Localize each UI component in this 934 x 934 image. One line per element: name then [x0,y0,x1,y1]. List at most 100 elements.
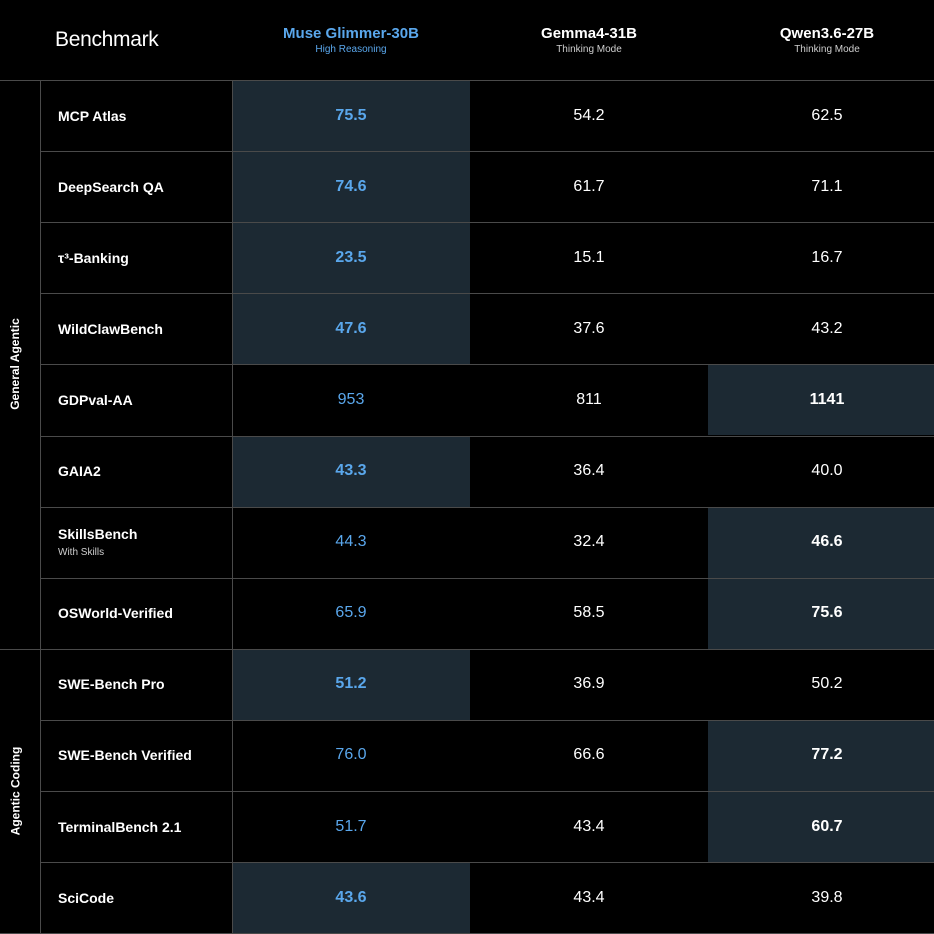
benchmark-name: τ³-Banking [58,249,129,266]
benchmark-name: GDPval-AA [58,391,133,408]
score-muse: 74.6 [335,177,367,195]
score-qwen: 77.2 [811,746,843,764]
score-muse: 23.5 [335,248,367,266]
score-gemma: 66.6 [573,746,605,764]
best-cell-highlight [232,435,470,507]
best-cell-highlight [232,293,470,365]
group-label: Agentic Coding [0,649,30,933]
group-label: General Agentic [0,80,30,649]
best-cell-highlight [232,222,470,294]
score-muse: 47.6 [335,319,367,337]
column-subtitle: Thinking Mode [794,43,860,55]
row-divider [0,649,934,650]
best-cell-highlight [232,151,470,223]
best-cell-highlight [708,719,934,791]
column-subtitle: High Reasoning [315,43,387,55]
score-qwen: 40.0 [811,462,843,480]
row-label: TerminalBench 2.1 [58,791,181,862]
row-label: SWE-Bench Pro [58,649,165,720]
benchmark-name: OSWorld-Verified [58,605,173,622]
best-cell-highlight [708,364,934,436]
score-muse: 75.5 [335,106,367,124]
column-header-gemma: Gemma4-31B Thinking Mode [470,0,708,80]
best-cell-highlight [232,862,470,934]
score-muse: 51.7 [335,817,367,835]
score-qwen: 16.7 [811,248,843,266]
best-cell-highlight [232,80,470,152]
score-muse: 953 [337,390,365,408]
score-gemma: 36.9 [573,675,605,693]
best-cell-highlight [232,648,470,720]
column-divider [232,80,233,933]
column-header-muse: Muse Glimmer-30B High Reasoning [232,0,470,80]
row-label: SWE-Bench Verified [58,720,192,791]
row-label: SkillsBench With Skills [58,507,137,578]
score-qwen: 75.6 [811,604,843,622]
best-cell-highlight [708,577,934,649]
score-qwen: 71.1 [811,177,843,195]
group-label-text: Agentic Coding [8,746,23,836]
best-cell-highlight [708,791,934,863]
row-divider [40,578,934,579]
score-qwen: 60.7 [811,817,843,835]
row-divider [40,791,934,792]
score-qwen: 50.2 [811,675,843,693]
row-divider [40,436,934,437]
score-gemma: 43.4 [573,888,605,906]
row-label: GAIA2 [58,436,101,507]
row-label: DeepSearch QA [58,151,164,222]
score-qwen: 43.2 [811,319,843,337]
score-gemma: 15.1 [573,248,605,266]
row-label: WildClawBench [58,293,163,364]
column-divider [40,80,41,933]
score-qwen: 46.6 [811,533,843,551]
column-header-qwen: Qwen3.6-27B Thinking Mode [708,0,934,80]
row-divider [0,80,934,81]
benchmark-name: TerminalBench 2.1 [58,818,182,835]
score-gemma: 58.5 [573,604,605,622]
score-muse: 43.6 [335,888,367,906]
score-gemma: 54.2 [573,106,605,124]
row-divider [40,293,934,294]
score-qwen: 1141 [809,390,845,408]
score-gemma: 37.6 [573,319,605,337]
row-divider [40,862,934,863]
score-gemma: 811 [576,390,602,408]
column-subtitle: Thinking Mode [556,43,622,55]
row-divider [40,364,934,365]
row-label: τ³-Banking [58,222,129,293]
group-label-text: General Agentic [8,318,22,411]
column-name: Gemma4-31B [541,24,637,42]
score-muse: 76.0 [335,746,367,764]
row-label: SciCode [58,862,114,933]
best-cell-highlight [708,506,934,578]
row-label: MCP Atlas [58,80,126,151]
benchmark-name: WildClawBench [58,320,163,337]
column-name: Qwen3.6-27B [779,24,875,42]
benchmark-name: SWE-Bench Pro [58,676,165,693]
row-divider [40,222,934,223]
score-gemma: 61.7 [573,177,605,195]
row-divider [40,720,934,721]
row-label: GDPval-AA [58,364,133,435]
score-gemma: 36.4 [573,462,605,480]
benchmark-name: MCP Atlas [58,107,127,124]
score-muse: 65.9 [335,604,367,622]
score-gemma: 32.4 [573,533,605,551]
score-muse: 43.3 [335,462,367,480]
benchmark-name: SkillsBench [58,526,138,543]
benchmark-name: DeepSearch QA [58,178,164,195]
row-label: OSWorld-Verified [58,578,173,649]
benchmark-subtitle: With Skills [58,547,105,559]
score-gemma: 43.4 [573,817,605,835]
score-muse: 51.2 [335,675,367,693]
benchmark-name: GAIA2 [58,463,101,480]
score-muse: 44.3 [335,533,367,551]
benchmark-name: SciCode [58,889,115,906]
benchmark-name: SWE-Bench Verified [58,747,192,764]
score-qwen: 39.8 [811,888,843,906]
row-divider [40,151,934,152]
column-name: Muse Glimmer-30B [283,24,419,42]
page-title: Benchmark [55,28,159,51]
